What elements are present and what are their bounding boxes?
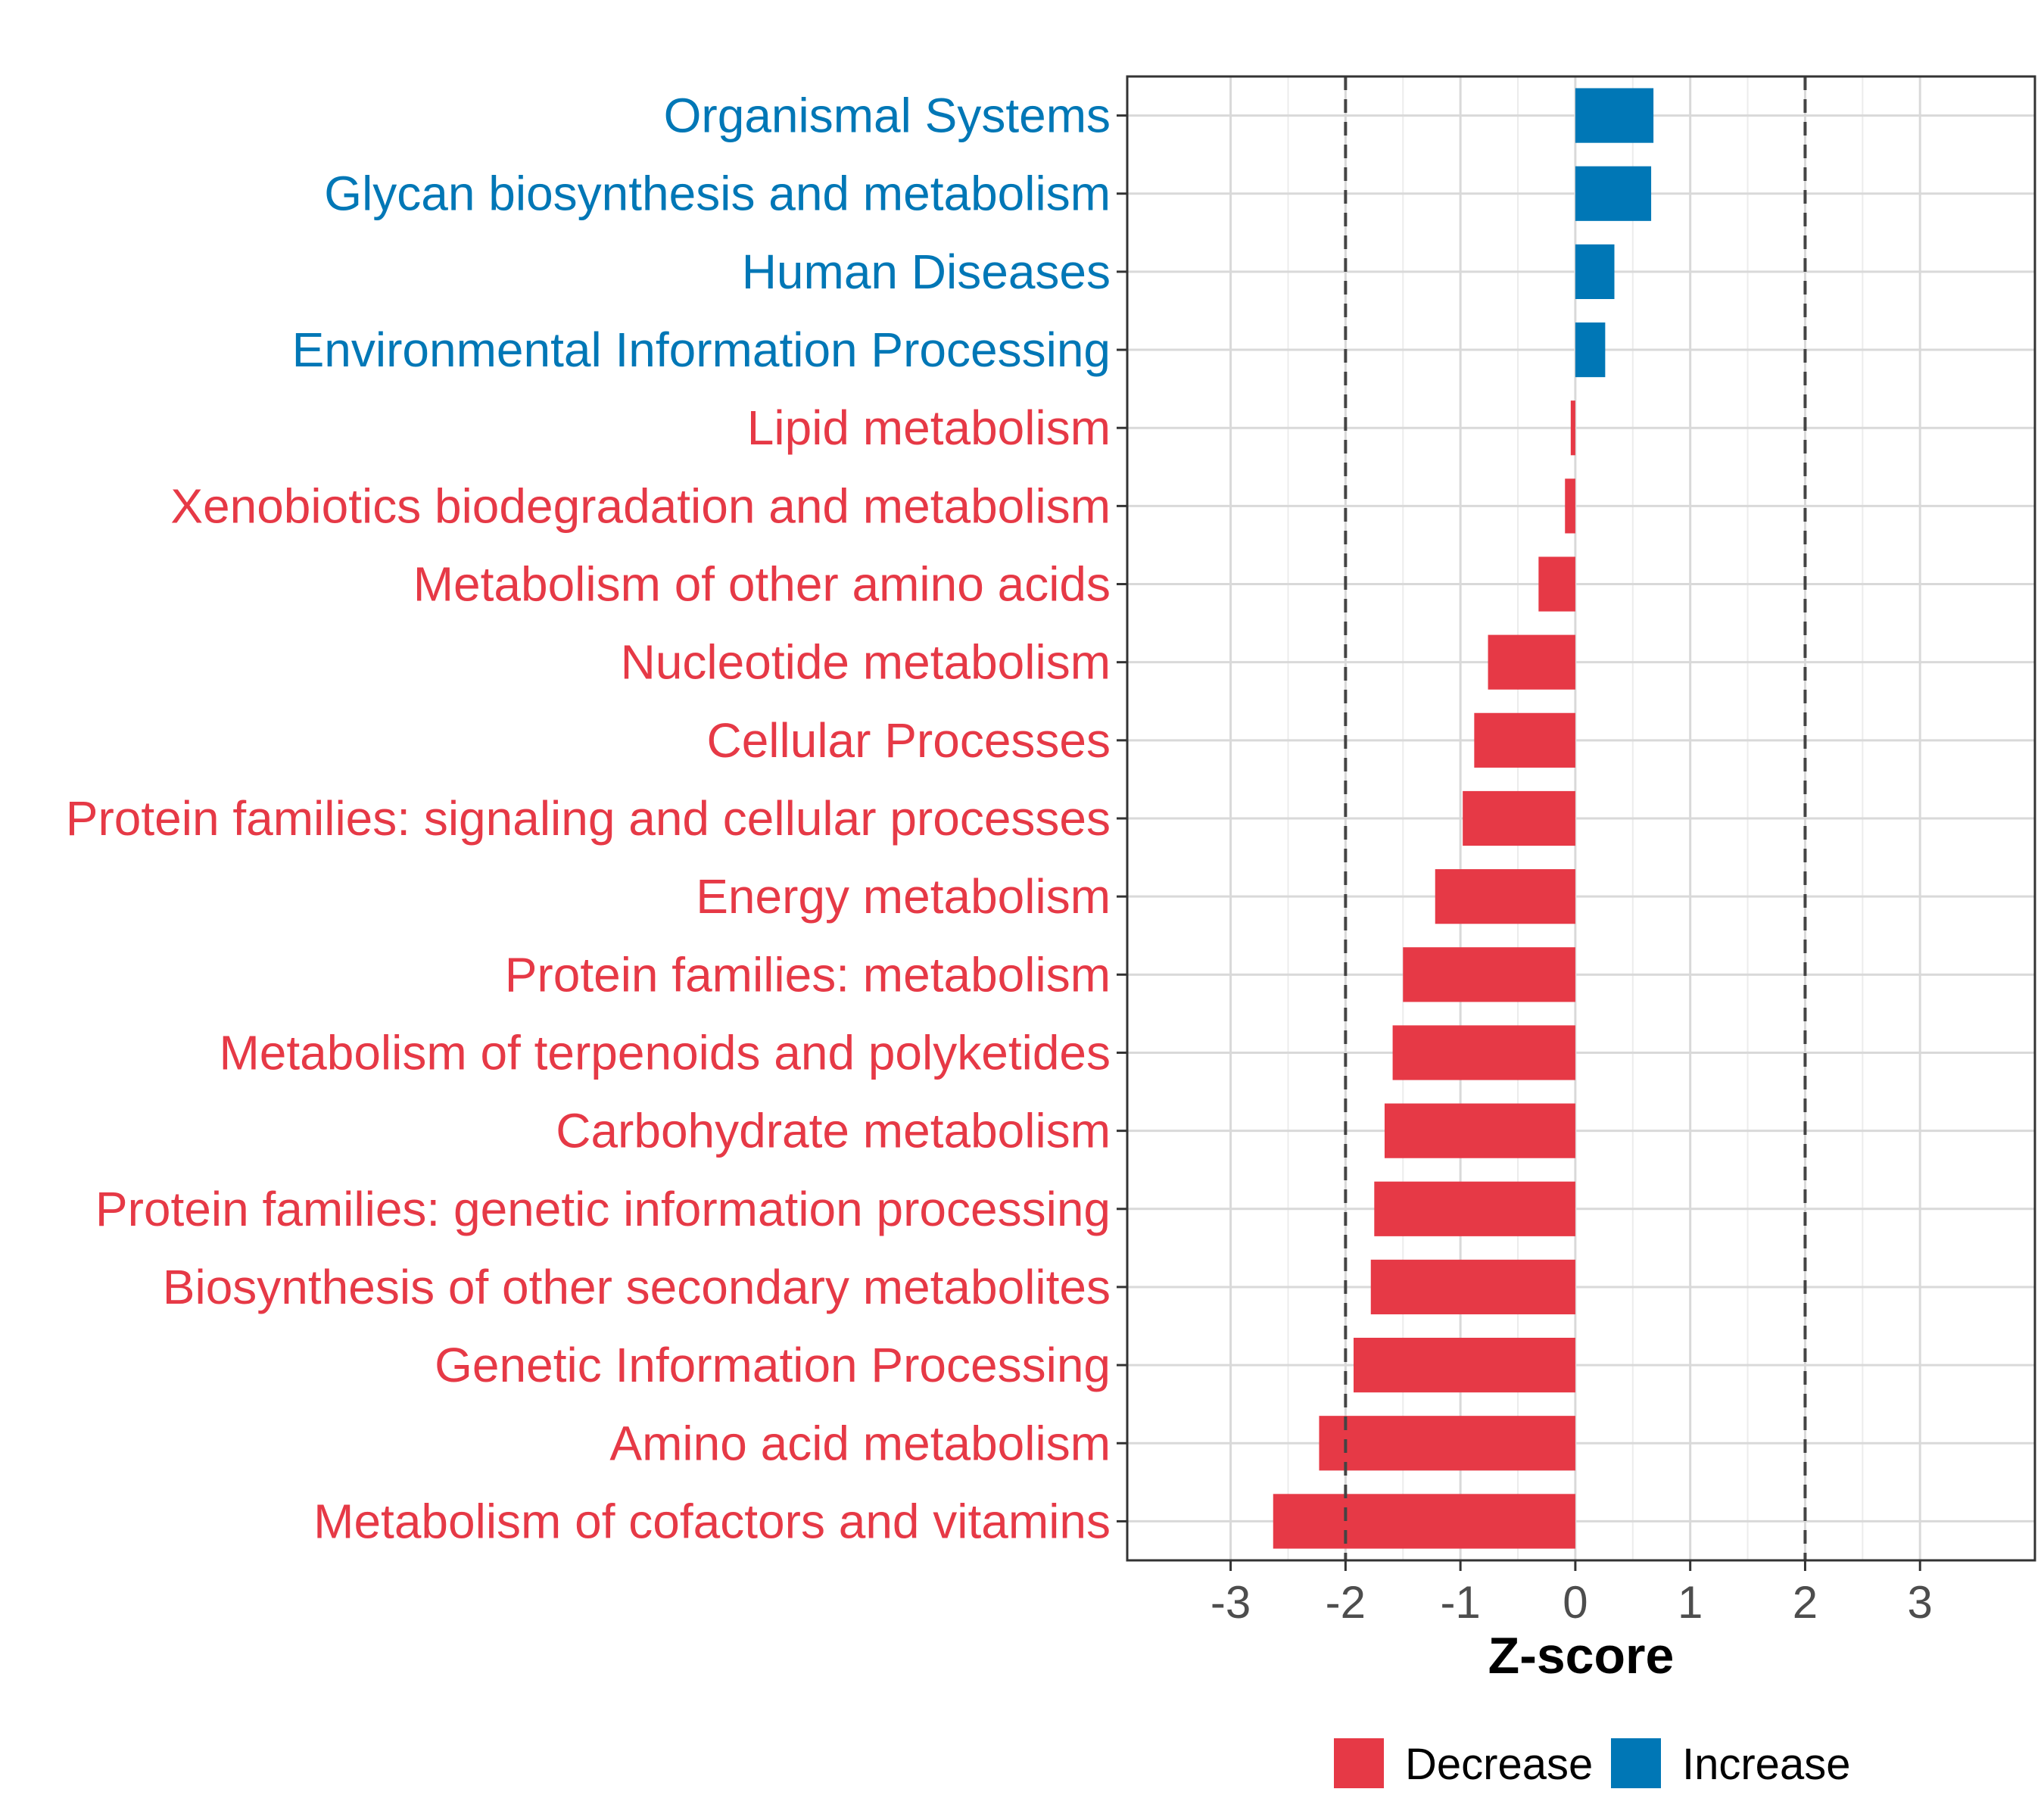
y-tick-label-3: Environmental Information Processing: [292, 323, 1111, 377]
y-tick-label-9: Protein families: signaling and cellular…: [66, 791, 1111, 846]
bar-3: [1575, 322, 1606, 378]
bar-13: [1384, 1103, 1575, 1158]
legend-label-increase: Increase: [1682, 1740, 1850, 1789]
x-tick-label-6: 3: [1908, 1577, 1933, 1628]
bar-4: [1570, 400, 1575, 456]
bar-1: [1575, 166, 1652, 221]
x-tick-label-3: 0: [1563, 1577, 1588, 1628]
bar-6: [1538, 556, 1575, 612]
bar-18: [1273, 1494, 1575, 1549]
y-tick-label-7: Nucleotide metabolism: [621, 635, 1111, 690]
bar-8: [1474, 712, 1575, 768]
bar-10: [1435, 869, 1575, 924]
bar-12: [1392, 1025, 1575, 1080]
bar-5: [1565, 478, 1575, 534]
y-tick-label-6: Metabolism of other amino acids: [413, 557, 1111, 612]
y-axis: Organismal Systems Glycan biosynthesis an…: [66, 89, 1127, 1548]
y-tick-label-4: Lipid metabolism: [747, 400, 1111, 455]
bar-15: [1370, 1259, 1575, 1315]
y-tick-label-5: Xenobiotics biodegradation and metabolis…: [170, 478, 1111, 533]
x-tick-label-0: -3: [1211, 1577, 1251, 1628]
y-tick-label-17: Amino acid metabolism: [609, 1416, 1111, 1470]
x-axis-title: Z-score: [1488, 1627, 1675, 1685]
y-tick-label-13: Carbohydrate metabolism: [556, 1104, 1111, 1158]
y-tick-label-2: Human Diseases: [742, 245, 1111, 299]
y-tick-label-11: Protein families: metabolism: [505, 947, 1111, 1002]
bar-16: [1353, 1338, 1575, 1393]
legend-label-decrease: Decrease: [1405, 1740, 1593, 1789]
bar-9: [1463, 790, 1575, 846]
y-tick-label-15: Biosynthesis of other secondary metaboli…: [163, 1260, 1111, 1314]
x-axis: -3 -2 -1 0 1 2 3: [1211, 1560, 1933, 1628]
legend: Decrease Increase: [1334, 1738, 1850, 1789]
bar-14: [1374, 1181, 1575, 1236]
bar-2: [1575, 244, 1615, 299]
x-tick-label-5: 2: [1793, 1577, 1818, 1628]
reference-lines: [1344, 76, 1807, 1560]
y-tick-label-16: Genetic Information Processing: [435, 1338, 1111, 1392]
legend-key-increase: [1611, 1738, 1661, 1788]
y-tick-label-8: Cellular Processes: [706, 713, 1111, 768]
x-tick-label-4: 1: [1678, 1577, 1703, 1628]
x-tick-label-1: -2: [1326, 1577, 1366, 1628]
y-tick-label-0: Organismal Systems: [664, 89, 1111, 143]
bar-0: [1575, 88, 1654, 143]
legend-key-decrease: [1334, 1738, 1384, 1788]
bar-17: [1319, 1416, 1575, 1471]
y-tick-label-14: Protein families: genetic information pr…: [95, 1182, 1111, 1236]
y-tick-label-10: Energy metabolism: [696, 869, 1111, 924]
bar-7: [1488, 634, 1575, 690]
y-tick-label-1: Glycan biosynthesis and metabolism: [324, 167, 1111, 221]
x-tick-label-2: -1: [1440, 1577, 1480, 1628]
bar-11: [1403, 947, 1575, 1002]
bars: [1273, 88, 1654, 1549]
y-tick-label-18: Metabolism of cofactors and vitamins: [313, 1494, 1111, 1548]
y-tick-label-12: Metabolism of terpenoids and polyketides: [219, 1025, 1111, 1080]
